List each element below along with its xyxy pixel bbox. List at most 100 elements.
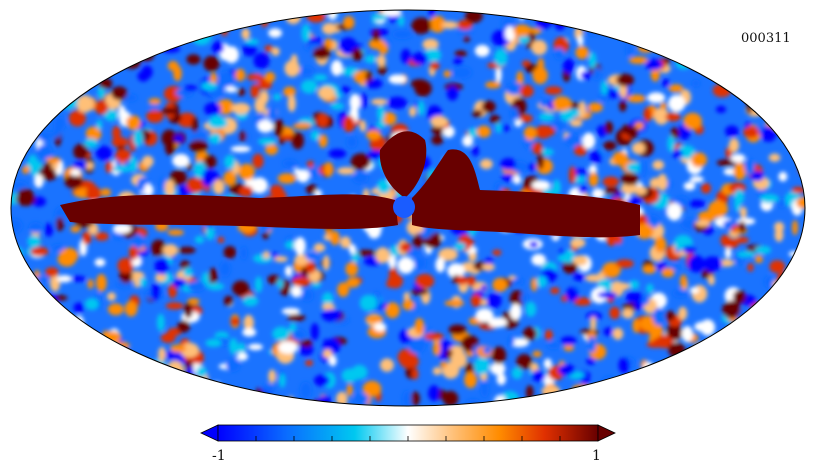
field-blob xyxy=(274,256,288,263)
field-blob xyxy=(84,162,95,170)
field-blob xyxy=(580,376,590,385)
field-blob xyxy=(634,121,644,130)
field-blob xyxy=(488,317,508,328)
field-blob xyxy=(456,275,468,285)
field-blob xyxy=(211,41,225,54)
field-blob xyxy=(388,255,397,269)
field-blob xyxy=(387,96,408,109)
field-blob xyxy=(771,115,779,131)
field-blob xyxy=(95,100,109,115)
field-blob xyxy=(377,105,385,122)
field-blob xyxy=(573,272,585,282)
field-blob xyxy=(653,307,665,326)
field-blob xyxy=(519,84,534,98)
field-blob xyxy=(725,125,739,138)
field-blob xyxy=(411,52,429,65)
field-blob xyxy=(652,337,668,346)
field-blob xyxy=(532,350,542,358)
field-blob xyxy=(111,86,128,101)
field-blob xyxy=(128,246,139,260)
galactic-center-spot xyxy=(393,196,415,218)
field-blob xyxy=(633,301,644,310)
field-blob xyxy=(480,380,489,398)
field-blob xyxy=(284,265,293,277)
field-blob xyxy=(310,130,320,141)
field-blob xyxy=(262,232,269,240)
field-blob xyxy=(234,68,246,82)
field-blob xyxy=(712,83,732,98)
field-blob xyxy=(560,336,577,346)
field-blob xyxy=(229,338,238,355)
field-blob xyxy=(369,295,377,310)
field-blob xyxy=(494,48,508,67)
field-blob xyxy=(402,299,415,311)
field-blob xyxy=(305,261,316,274)
field-blob xyxy=(267,106,278,120)
field-blob xyxy=(74,315,84,332)
field-blob xyxy=(217,236,225,244)
field-blob xyxy=(55,217,64,232)
field-blob xyxy=(532,66,548,85)
field-blob xyxy=(429,15,446,33)
field-blob xyxy=(196,366,207,378)
field-blob xyxy=(553,119,566,131)
field-blob xyxy=(626,94,646,103)
field-blob xyxy=(152,358,167,377)
field-blob xyxy=(708,200,728,218)
colorbar-ticks xyxy=(255,436,561,441)
colorbar xyxy=(200,424,616,442)
field-blob xyxy=(16,192,36,207)
field-blob xyxy=(642,42,654,49)
field-blob xyxy=(364,55,377,64)
field-blob xyxy=(415,273,435,289)
field-blob xyxy=(465,10,483,23)
field-blob xyxy=(509,303,522,320)
field-blob xyxy=(204,102,221,116)
field-blob xyxy=(772,278,789,292)
field-blob xyxy=(618,357,630,374)
field-blob xyxy=(70,168,81,177)
field-blob xyxy=(68,110,86,127)
field-blob xyxy=(312,10,324,15)
field-blob xyxy=(242,42,257,57)
field-blob xyxy=(571,133,578,148)
field-blob xyxy=(365,315,384,323)
field-blob xyxy=(538,112,555,122)
field-blob xyxy=(667,135,675,153)
galactic-plane-band xyxy=(60,194,398,229)
field-blob xyxy=(290,285,302,298)
field-blob xyxy=(573,297,592,306)
field-blob xyxy=(531,253,546,266)
field-blob xyxy=(174,134,184,143)
field-blob xyxy=(463,35,471,43)
field-blob xyxy=(747,263,754,272)
field-blob xyxy=(539,98,549,108)
field-blob xyxy=(348,244,357,255)
field-blob xyxy=(544,86,563,95)
field-blob xyxy=(668,342,686,358)
field-blob xyxy=(294,254,309,266)
field-blob xyxy=(689,176,704,183)
field-blob xyxy=(96,119,103,131)
field-blob xyxy=(612,327,624,340)
field-blob xyxy=(525,301,537,317)
field-blob xyxy=(392,29,413,40)
field-blob xyxy=(39,131,54,139)
field-blob xyxy=(28,222,43,234)
field-blob xyxy=(523,126,537,141)
field-blob xyxy=(375,247,391,264)
field-blob xyxy=(417,100,425,116)
field-blob xyxy=(661,267,675,278)
field-blob xyxy=(728,138,740,153)
field-blob xyxy=(350,153,371,171)
field-blob xyxy=(243,314,254,332)
field-blob xyxy=(343,16,355,29)
field-blob xyxy=(536,275,548,288)
field-blob xyxy=(668,94,686,113)
field-blob xyxy=(139,276,147,288)
field-blob xyxy=(44,222,54,237)
field-blob xyxy=(291,276,311,287)
field-blob xyxy=(301,79,318,94)
field-blob xyxy=(291,132,304,150)
field-blob xyxy=(592,67,601,81)
